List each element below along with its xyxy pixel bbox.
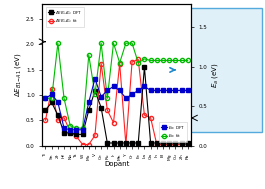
Y-axis label: $E_a$ (eV): $E_a$ (eV) (210, 62, 220, 88)
Legend: $\Delta E_{B1,A1}$: DFT, $\Delta E_{B1,A1}$: fit: $\Delta E_{B1,A1}$: DFT, $\Delta E_{B1,A… (46, 7, 84, 27)
X-axis label: Dopant: Dopant (104, 161, 129, 167)
Legend: $E_a$: DFT, $E_a$: fit: $E_a$: DFT, $E_a$: fit (159, 122, 187, 142)
Y-axis label: $\Delta E_{B1\mathrm{-}A1}$ (eV): $\Delta E_{B1\mathrm{-}A1}$ (eV) (13, 52, 23, 97)
